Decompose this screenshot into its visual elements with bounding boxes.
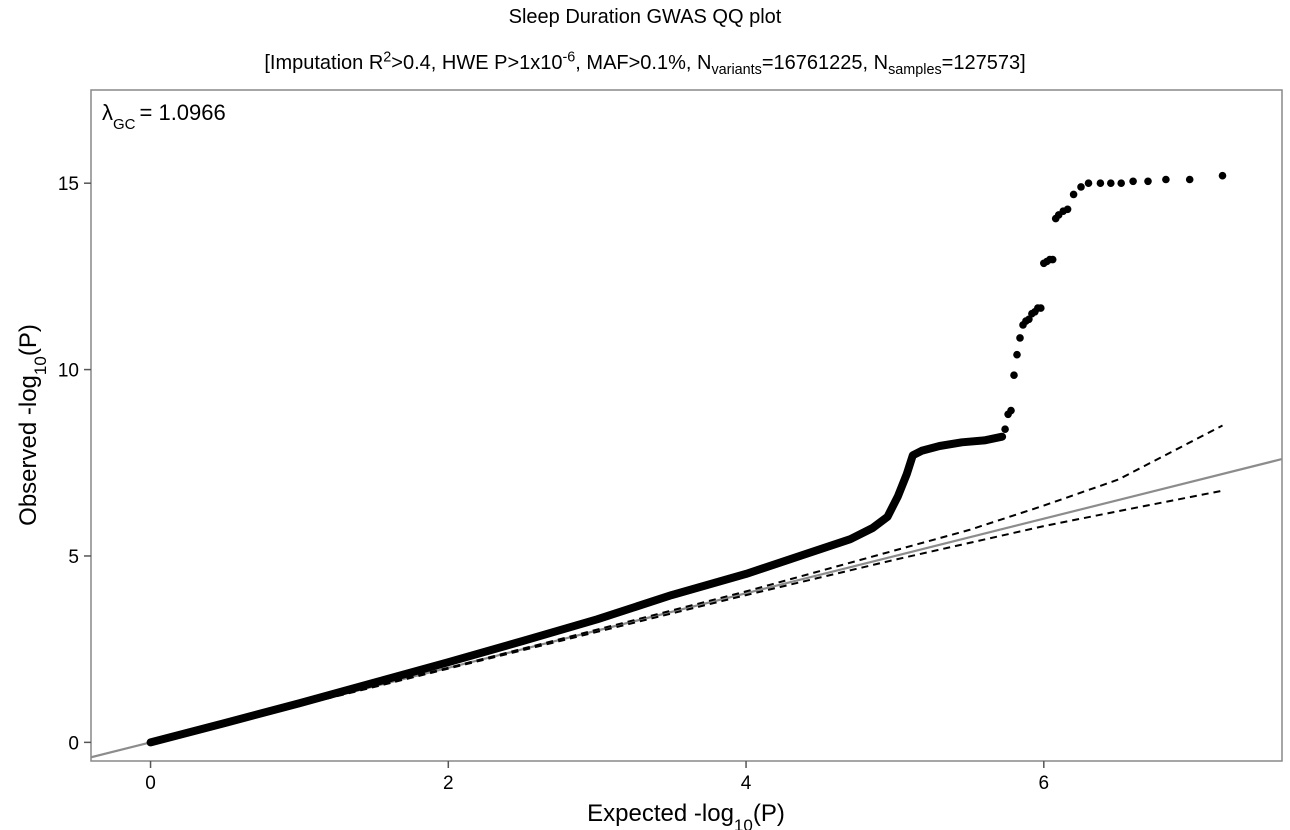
data-points: [146, 171, 1227, 747]
subtitle-part3: , MAF>0.1%, N: [575, 52, 712, 74]
x-tick-label: 4: [741, 773, 752, 794]
dense-points-band: [146, 432, 1007, 747]
y-axis-title: Observed -log10(P): [15, 324, 50, 526]
y-tick-label: 15: [58, 174, 79, 195]
data-point: [1129, 177, 1137, 186]
y-tick-label: 10: [58, 361, 79, 382]
subtitle-part5: =127573]: [941, 52, 1026, 74]
data-point: [1084, 179, 1093, 187]
data-point: [1117, 179, 1125, 187]
data-point: [1025, 315, 1033, 324]
subtitle-part4: =16761225, N: [761, 52, 889, 74]
data-point: [1185, 175, 1194, 184]
data-point: [1162, 175, 1170, 184]
ci-upper-line: [150, 424, 1223, 744]
subtitle-sup1: 2: [383, 49, 392, 66]
x-axis-title: Expected -log10(P): [587, 800, 785, 830]
data-point: [1037, 304, 1045, 312]
lambda-gc-annotation: λGC = 1.0966: [102, 100, 226, 133]
data-point: [1016, 334, 1024, 342]
plot-frame: [90, 89, 1283, 762]
data-point: [1069, 190, 1078, 199]
x-tick-label: 6: [1039, 773, 1050, 794]
axes: 0 2 4 6 0 5 10 15: [58, 174, 1049, 794]
x-tick-label: 2: [443, 773, 454, 794]
subtitle-part2: >0.4, HWE P>1x10: [391, 52, 563, 74]
data-point: [1010, 371, 1018, 380]
x-tick-label: 0: [145, 773, 156, 794]
data-point: [1077, 183, 1085, 191]
chart-title: Sleep Duration GWAS QQ plot: [508, 6, 782, 28]
data-point: [1007, 406, 1015, 415]
ci-lower-line: [150, 489, 1223, 744]
data-point: [1063, 205, 1072, 214]
data-point: [1144, 177, 1152, 186]
subtitle-sup2: -6: [562, 49, 576, 66]
chart-subtitle: [Imputation R2>0.4, HWE P>1x10-6, MAF>0.…: [0, 49, 1290, 78]
y-tick-label: 0: [68, 733, 79, 754]
data-point: [1107, 179, 1115, 187]
data-point: [1096, 179, 1105, 187]
data-point: [1218, 171, 1227, 180]
y-tick-label: 5: [68, 547, 79, 568]
subtitle-sub2: samples: [888, 62, 942, 78]
subtitle-sub1: variants: [711, 62, 762, 78]
data-point: [1013, 350, 1021, 359]
subtitle-part1: [Imputation R: [264, 52, 384, 74]
data-point: [1001, 425, 1009, 434]
data-point: [1048, 255, 1057, 264]
